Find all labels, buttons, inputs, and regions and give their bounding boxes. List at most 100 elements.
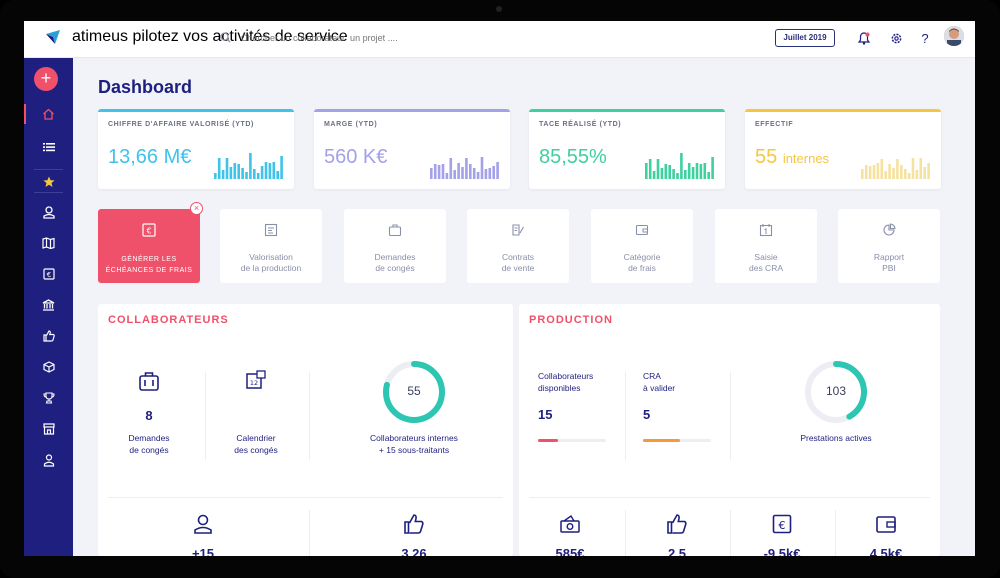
- bank-icon: [42, 299, 55, 311]
- cra-to-validate-meter: [643, 439, 711, 442]
- internal-collaborators-label[interactable]: Collaborateurs internes + 15 sous-traitan…: [344, 432, 484, 456]
- sidebar-item-bank[interactable]: [24, 293, 73, 317]
- action-label-line1: Rapport: [873, 252, 905, 262]
- kpi-value: 13,66 M€: [108, 146, 192, 168]
- store-icon: [42, 423, 55, 435]
- thumbs-up-icon: [42, 330, 55, 342]
- sparkline-bar: [272, 162, 276, 179]
- sidebar-divider: [34, 192, 63, 193]
- sidebar-item-store[interactable]: [24, 417, 73, 441]
- people-icon: [43, 453, 54, 467]
- kpi-sparkline: [430, 157, 499, 179]
- available-collaborators-value[interactable]: 15: [538, 407, 553, 422]
- action-label-line1: Catégorie: [623, 252, 661, 262]
- user-icon: [194, 514, 212, 534]
- sparkline-bar: [441, 164, 445, 179]
- action-production-valuation[interactable]: Valorisation de la production: [220, 209, 322, 283]
- average-cost-value[interactable]: 585€: [555, 546, 585, 556]
- sparkline-bar: [476, 172, 480, 179]
- kpi-card-headcount[interactable]: EFFECTIF 55 internes: [745, 109, 941, 189]
- kpi-card-tace[interactable]: TACE RÉALISÉ (YTD) 85,55%: [529, 109, 725, 189]
- help-icon[interactable]: ?: [921, 30, 929, 46]
- sidebar-item-team[interactable]: [24, 448, 73, 472]
- sidebar-item-home[interactable]: [24, 102, 73, 126]
- sparkline-bar: [896, 159, 899, 179]
- sidebar-item-satisfaction[interactable]: [24, 324, 73, 348]
- leave-requests-count[interactable]: 8: [145, 408, 153, 423]
- sparkline-bar: [492, 166, 495, 179]
- sparkline-bar: [648, 159, 652, 179]
- camera-dot: [496, 6, 502, 12]
- settings-gear-icon[interactable]: [888, 30, 904, 46]
- margin-delta-value[interactable]: -9,5k€: [763, 546, 801, 556]
- sidebar-item-expenses[interactable]: €: [24, 262, 73, 286]
- sparkline-bar: [488, 168, 492, 179]
- action-label-line1: Valorisation: [249, 252, 293, 262]
- sparkline-bar: [249, 153, 252, 179]
- notifications-bell-icon[interactable]: [856, 30, 872, 46]
- sparkline-bar: [923, 167, 926, 179]
- calendar-icon: 12: [246, 370, 266, 389]
- sparkline-bar: [695, 163, 699, 179]
- action-generate-expenses[interactable]: € GÉNÉRER LES ÉCHÉANCES DE FRAIS: [98, 209, 200, 283]
- action-label-line1: GÉNÉRER LES: [121, 256, 177, 263]
- sparkline-bar: [245, 172, 248, 179]
- sidebar-item-map[interactable]: [24, 231, 73, 255]
- trophy-icon: [42, 392, 55, 404]
- sidebar-item-favorites[interactable]: [24, 170, 73, 194]
- sparkline-bar: [221, 170, 225, 179]
- panel-title: COLLABORATEURS: [108, 314, 229, 326]
- period-selector[interactable]: Juillet 2019: [775, 29, 835, 47]
- label-line2: disponibles: [538, 383, 581, 393]
- new-collaborators-value[interactable]: +15: [191, 546, 215, 556]
- client-satisfaction-value[interactable]: 2,5: [667, 546, 687, 556]
- kpi-accent-bar: [745, 109, 941, 112]
- divider: [835, 510, 836, 556]
- sparkline-bar: [927, 163, 930, 179]
- leave-calendar-label[interactable]: Calendrier des congés: [220, 432, 292, 456]
- briefcase-icon: [139, 372, 159, 391]
- sparkline-bar: [453, 170, 456, 179]
- action-expense-categories[interactable]: Catégorie de frais: [591, 209, 693, 283]
- action-timesheet-entry[interactable]: Saisie des CRA: [715, 209, 817, 283]
- expenses-value[interactable]: 4,5k€: [869, 546, 903, 556]
- sparkline-bar: [214, 173, 217, 179]
- kpi-accent-bar: [314, 109, 510, 112]
- sidebar-item-products[interactable]: [24, 355, 73, 379]
- sparkline-bar: [225, 158, 229, 179]
- action-pbi-report[interactable]: Rapport PBI: [838, 209, 940, 283]
- wallet-icon: [635, 224, 649, 236]
- sidebar-item-users[interactable]: [24, 200, 73, 224]
- divider: [625, 510, 626, 556]
- sidebar-item-awards[interactable]: [24, 386, 73, 410]
- add-button[interactable]: +: [34, 67, 58, 91]
- dismiss-action-icon[interactable]: ×: [190, 202, 203, 215]
- kpi-sparkline: [214, 153, 283, 179]
- sidebar-item-list[interactable]: [24, 135, 73, 159]
- satisfaction-score-value[interactable]: 3,26: [401, 546, 427, 556]
- user-avatar[interactable]: [944, 26, 964, 46]
- top-bar: atimeus pilotez vos activités de service…: [24, 21, 975, 58]
- search-icon: [220, 32, 231, 43]
- sparkline-bar: [237, 164, 240, 179]
- divider: [309, 372, 310, 460]
- home-icon: [43, 108, 54, 120]
- kpi-card-revenue[interactable]: CHIFFRE D'AFFAIRE VALORISÉ (YTD) 13,66 M…: [98, 109, 294, 189]
- label-line1: Collaborateurs: [538, 371, 594, 381]
- action-leave-requests[interactable]: Demandes de congés: [344, 209, 446, 283]
- internal-collaborators-ring: [383, 361, 445, 423]
- sparkline-bar: [645, 163, 648, 179]
- sparkline-bar: [668, 165, 671, 179]
- kpi-card-margin[interactable]: MARGE (YTD) 560 K€: [314, 109, 510, 189]
- search-input[interactable]: [241, 32, 471, 43]
- cra-to-validate-value[interactable]: 5: [643, 407, 651, 422]
- sparkline-bar: [907, 173, 911, 179]
- sparkline-bar: [699, 164, 703, 179]
- sparkline-bar: [256, 173, 260, 179]
- sparkline-bar: [480, 157, 484, 179]
- active-services-label[interactable]: Prestations actives: [800, 433, 872, 443]
- action-sales-contracts[interactable]: Contrats de vente: [467, 209, 569, 283]
- app-name: atimeus: [72, 28, 129, 45]
- action-label-line2: de vente: [501, 263, 535, 273]
- sparkline-bar: [919, 158, 923, 179]
